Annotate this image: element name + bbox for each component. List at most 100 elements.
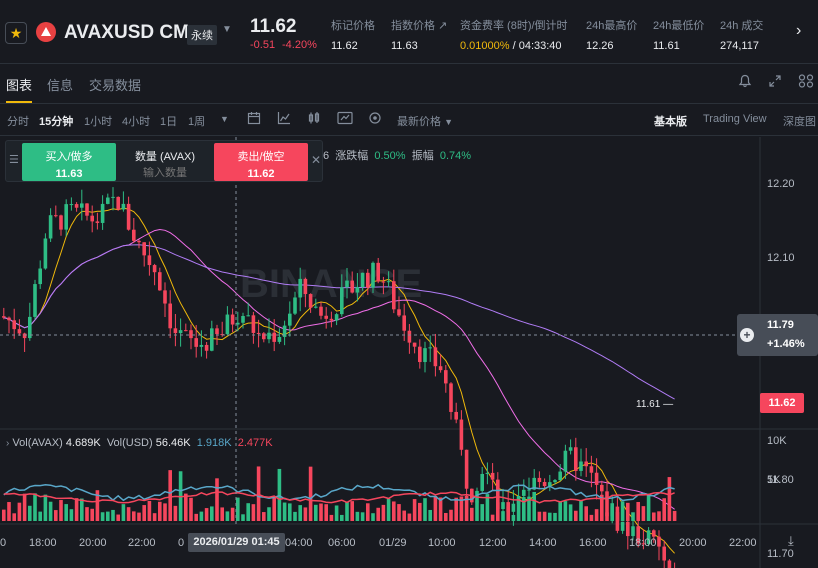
timeframe-1w[interactable]: 1周 (188, 116, 206, 128)
candle-body (59, 215, 63, 230)
candle-body (69, 204, 74, 206)
volume-bar (288, 503, 292, 521)
chart-settings-icon[interactable] (337, 111, 353, 128)
candle-body (662, 546, 666, 561)
time-tick-label: 06:00 (328, 537, 356, 549)
candle-body (225, 314, 230, 335)
funding-rate-stat: 资金费率 (8时)/倒计时 0.01000% / 04:33:40 (460, 20, 568, 52)
candle-body (511, 503, 516, 512)
avalanche-logo-icon (36, 22, 56, 42)
view-basic[interactable]: 基本版 (654, 116, 687, 128)
candle-body (345, 280, 349, 288)
layout-grid-icon[interactable] (798, 74, 814, 91)
crosshair (0, 137, 737, 524)
tab-chart[interactable]: 图表 (6, 78, 33, 93)
volume-bar (600, 494, 604, 521)
chevron-right-icon[interactable]: › (6, 438, 10, 449)
time-tick-label: 04:00 (285, 537, 313, 549)
volume-bar (85, 507, 89, 521)
candle-body (589, 466, 594, 473)
candle-body (132, 229, 136, 241)
candle-body (43, 238, 48, 269)
volume-bar (542, 511, 547, 521)
candle-body (371, 262, 375, 288)
volume-bar (132, 511, 136, 521)
crosshair-price-tag[interactable]: + 11.79 +1.46% (737, 314, 818, 356)
quantity-input[interactable] (120, 167, 210, 179)
price-tick-label: 12.20 (767, 178, 795, 190)
buy-long-button[interactable]: 买入/做多 11.63 (22, 143, 116, 181)
star-icon[interactable]: ★ (5, 22, 27, 44)
candle-body (106, 197, 110, 204)
volume-bar (272, 497, 276, 521)
plus-icon[interactable]: + (740, 328, 754, 342)
view-tradingview[interactable]: Trading View (703, 113, 767, 125)
index-price-stat[interactable]: 指数价格 ↗ 11.63 (391, 20, 448, 52)
scroll-to-latest-icon[interactable]: ⤓ (788, 533, 794, 548)
timeframe-1h[interactable]: 1小时 (84, 116, 113, 128)
candle-body (22, 333, 27, 339)
close-icon[interactable]: ✕ (311, 153, 322, 167)
volume-bar (142, 505, 146, 521)
sell-short-button[interactable]: 卖出/做空 11.62 (214, 143, 308, 181)
chevron-down-icon[interactable]: ▼ (222, 24, 232, 35)
candle-body (54, 215, 58, 217)
indicator-chart-icon[interactable] (277, 111, 291, 128)
tab-trading-data[interactable]: 交易数据 (89, 78, 142, 93)
volume-bar (657, 511, 661, 521)
candle-body (594, 472, 599, 485)
volume-bar (558, 501, 562, 521)
volume-bar (59, 500, 63, 521)
timeframe-1d[interactable]: 1日 (160, 116, 178, 128)
watermark: BINANCE (240, 262, 422, 306)
candle-body (85, 203, 89, 216)
candle-body (641, 543, 646, 545)
candle-body (600, 484, 604, 492)
symbol-name[interactable]: AVAXUSD CM (64, 22, 189, 43)
volume-bar (501, 511, 505, 521)
view-depth[interactable]: 深度图 (783, 116, 816, 128)
volume-bar (210, 506, 214, 521)
volume-bar (33, 493, 37, 521)
price-tick-label: 12.10 (767, 252, 795, 264)
volume-bar (402, 510, 406, 521)
volume-bar (350, 501, 354, 521)
drag-handle-icon[interactable]: ☰ (9, 154, 19, 166)
price-type-select[interactable]: 最新价格 ▼ (397, 113, 453, 129)
timeframe-line[interactable]: 分时 (7, 116, 29, 128)
volume-bar (574, 510, 578, 521)
chevron-right-icon[interactable]: › (796, 22, 802, 39)
volume-bar (236, 497, 240, 521)
expand-icon[interactable] (768, 74, 782, 91)
volume-bar (246, 503, 250, 521)
timeframe-15m[interactable]: 15分钟 (39, 116, 74, 128)
calendar-icon[interactable] (247, 111, 261, 128)
volume-bar (407, 513, 412, 521)
tab-info[interactable]: 信息 (47, 78, 74, 93)
volume-bar (95, 490, 100, 521)
chevron-down-icon[interactable]: ▼ (220, 114, 229, 124)
vol-avax-label: Vol(AVAX) (12, 437, 63, 449)
vol-avax-value: 4.689K (65, 437, 101, 449)
volume-bar (329, 514, 334, 521)
volume-bar (381, 504, 386, 521)
candle-body (95, 221, 100, 223)
gear-icon[interactable] (368, 111, 382, 128)
volume-bar (496, 502, 500, 521)
amplitude-label: 振幅 (411, 150, 434, 162)
candle-body (412, 342, 417, 347)
vol-usd-label: Vol(USD) (106, 437, 153, 449)
bell-icon[interactable] (738, 74, 752, 91)
candle-body (256, 332, 261, 334)
timeframe-4h[interactable]: 4小时 (122, 116, 151, 128)
volume-bar (74, 498, 79, 521)
candle-style-icon[interactable] (307, 111, 321, 128)
volume-bar (620, 501, 625, 521)
volume-bar (100, 512, 105, 521)
candle-body (272, 332, 276, 342)
volume-bar (371, 513, 375, 521)
volume-bar (490, 514, 495, 521)
